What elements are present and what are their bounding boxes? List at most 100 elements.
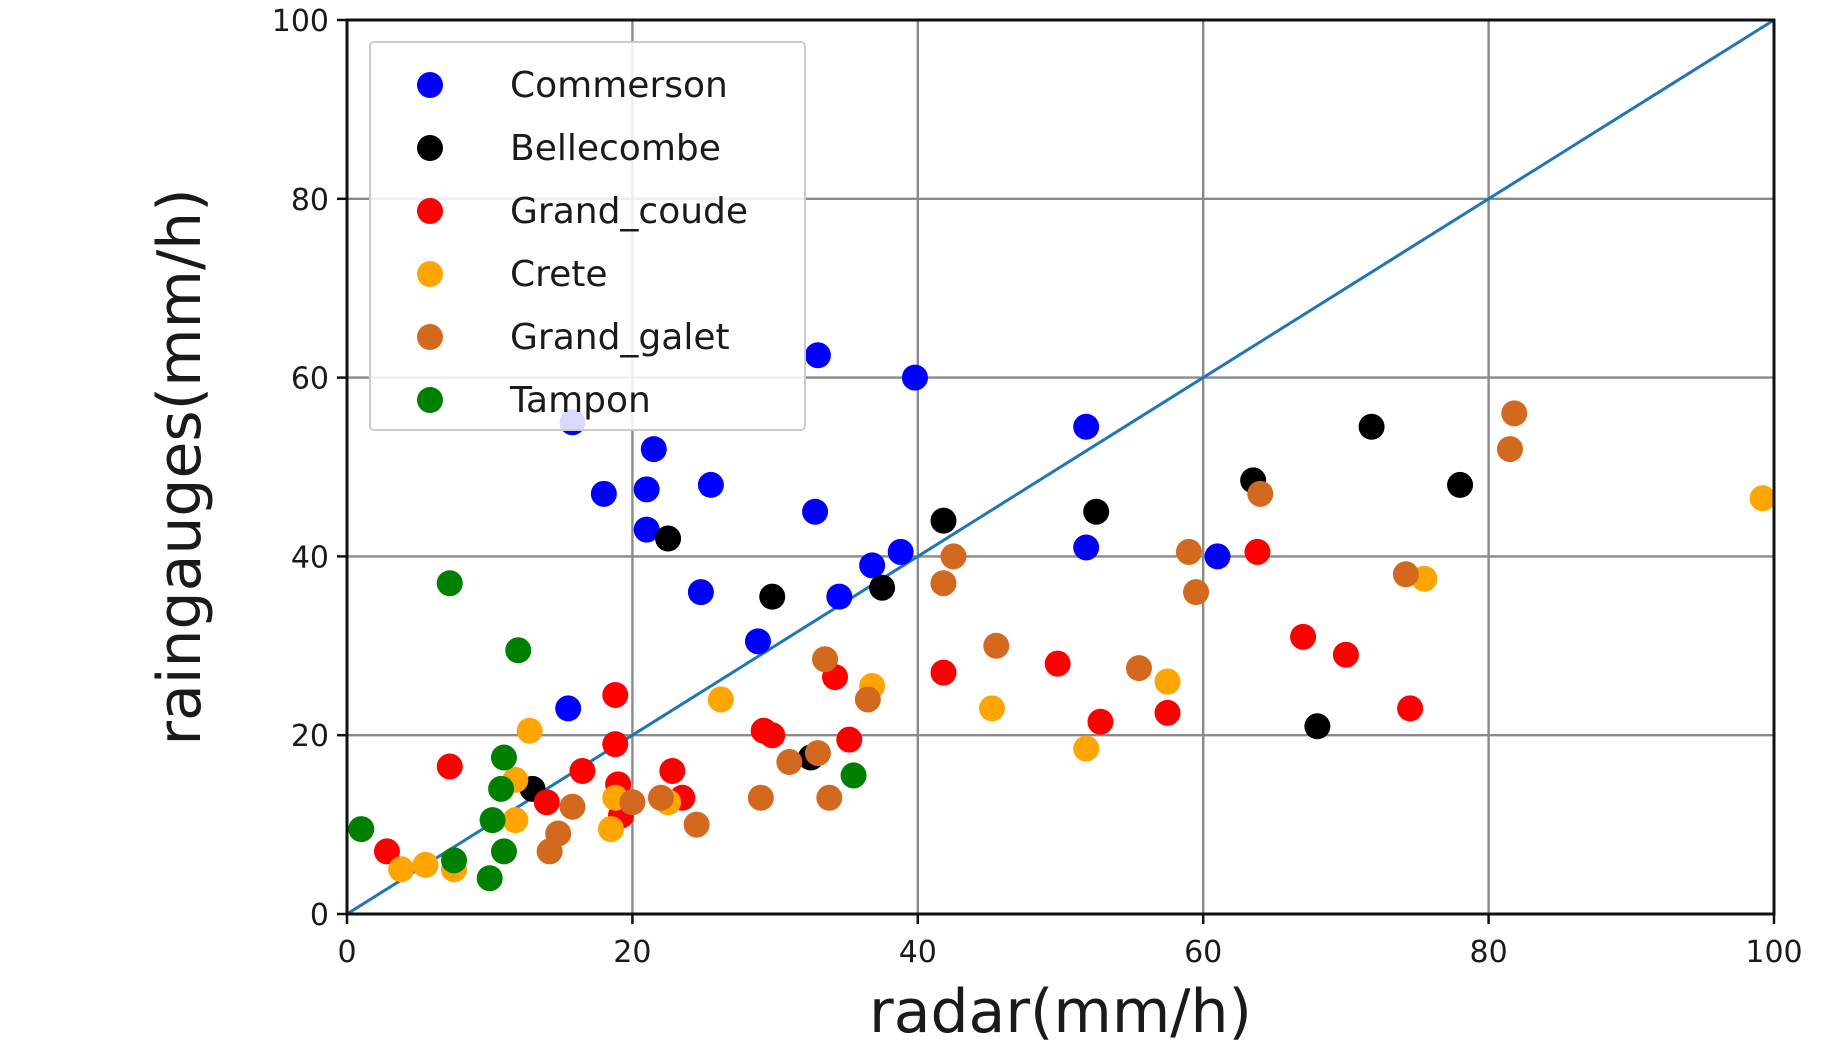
data-point [590,480,617,507]
data-point [802,498,829,525]
x-tick-label: 80 [1470,935,1508,970]
data-point [505,637,532,664]
data-point [1175,538,1202,565]
data-point [373,838,400,865]
data-point [545,820,572,847]
legend-marker [417,72,443,98]
data-point [812,646,839,673]
data-point [854,686,881,713]
series-grand-galet [536,400,1528,865]
data-point [490,744,517,771]
data-point [707,686,734,713]
legend-label: Tampon [509,380,651,421]
data-point [533,789,560,816]
data-point [1044,650,1071,677]
data-point [1183,579,1210,606]
data-point [1083,498,1110,525]
data-point [687,579,714,606]
data-point [640,436,667,463]
data-point [859,552,886,579]
data-point [490,838,517,865]
y-tick-label: 0 [310,898,329,933]
data-point [1073,735,1100,762]
legend-box [369,41,806,431]
data-point [488,775,515,802]
series-crete [388,485,1776,883]
data-point [759,722,786,749]
data-point [697,471,724,498]
legend-item: Grand_galet [417,317,730,358]
data-point [804,740,831,767]
y-axis-label: raingauges(mm/h) [145,188,215,745]
legend-item: Commerson [417,65,728,106]
data-point [1073,534,1100,561]
data-point [476,865,503,892]
data-point [1087,708,1114,735]
data-point [436,570,463,597]
y-tick-label: 100 [272,4,329,39]
data-point [1290,623,1317,650]
data-point [1073,413,1100,440]
data-point [1497,436,1524,463]
data-point [1501,400,1528,427]
data-point [633,476,660,503]
legend-label: Grand_coude [510,191,748,232]
data-point [776,749,803,776]
data-point [602,681,629,708]
data-point [597,816,624,843]
data-point [840,762,867,789]
y-tick-label: 40 [291,540,329,575]
legend-marker [417,135,443,161]
x-axis-label: radar(mm/h) [869,977,1252,1047]
x-tick-label: 20 [613,935,651,970]
data-point [516,717,543,744]
x-tick-label: 60 [1184,935,1222,970]
legend-item: Crete [417,254,608,295]
data-point [655,525,682,552]
data-point [1204,543,1231,570]
data-point [1244,538,1271,565]
data-point [1358,413,1385,440]
series-grand-coude [373,538,1424,865]
data-point [569,757,596,784]
data-point [659,757,686,784]
y-tick-labels: 0 20 40 60 80 100 [272,4,329,933]
legend-label: Crete [510,254,608,295]
data-point [647,784,674,811]
data-point [1154,668,1181,695]
data-point [555,695,582,722]
data-point [1154,699,1181,726]
data-point [1392,561,1419,588]
y-tick-label: 60 [291,362,329,397]
data-point [979,695,1006,722]
y-tick-label: 20 [291,719,329,754]
data-point [1447,471,1474,498]
data-point [983,632,1010,659]
data-point [1247,480,1274,507]
data-point [619,789,646,816]
data-point [816,784,843,811]
series-tampon [348,570,867,892]
tick-marks [337,18,1776,924]
data-point [479,807,506,834]
data-point [930,659,957,686]
data-point [901,364,928,391]
data-point [683,811,710,838]
legend-label: Bellecombe [510,128,721,169]
x-tick-label: 0 [337,935,356,970]
data-point [602,731,629,758]
legend-marker [417,324,443,350]
plot-frame [345,18,1776,916]
data-point [1749,485,1776,512]
legend-label: Commerson [510,65,728,106]
x-tick-label: 40 [899,935,937,970]
data-point [1332,641,1359,668]
data-point [441,847,468,874]
data-point [940,543,967,570]
data-point [744,628,771,655]
legend-label: Grand_galet [510,317,730,358]
data-point [759,583,786,610]
legend-item: Grand_coude [417,191,748,232]
legend-marker [417,387,443,413]
